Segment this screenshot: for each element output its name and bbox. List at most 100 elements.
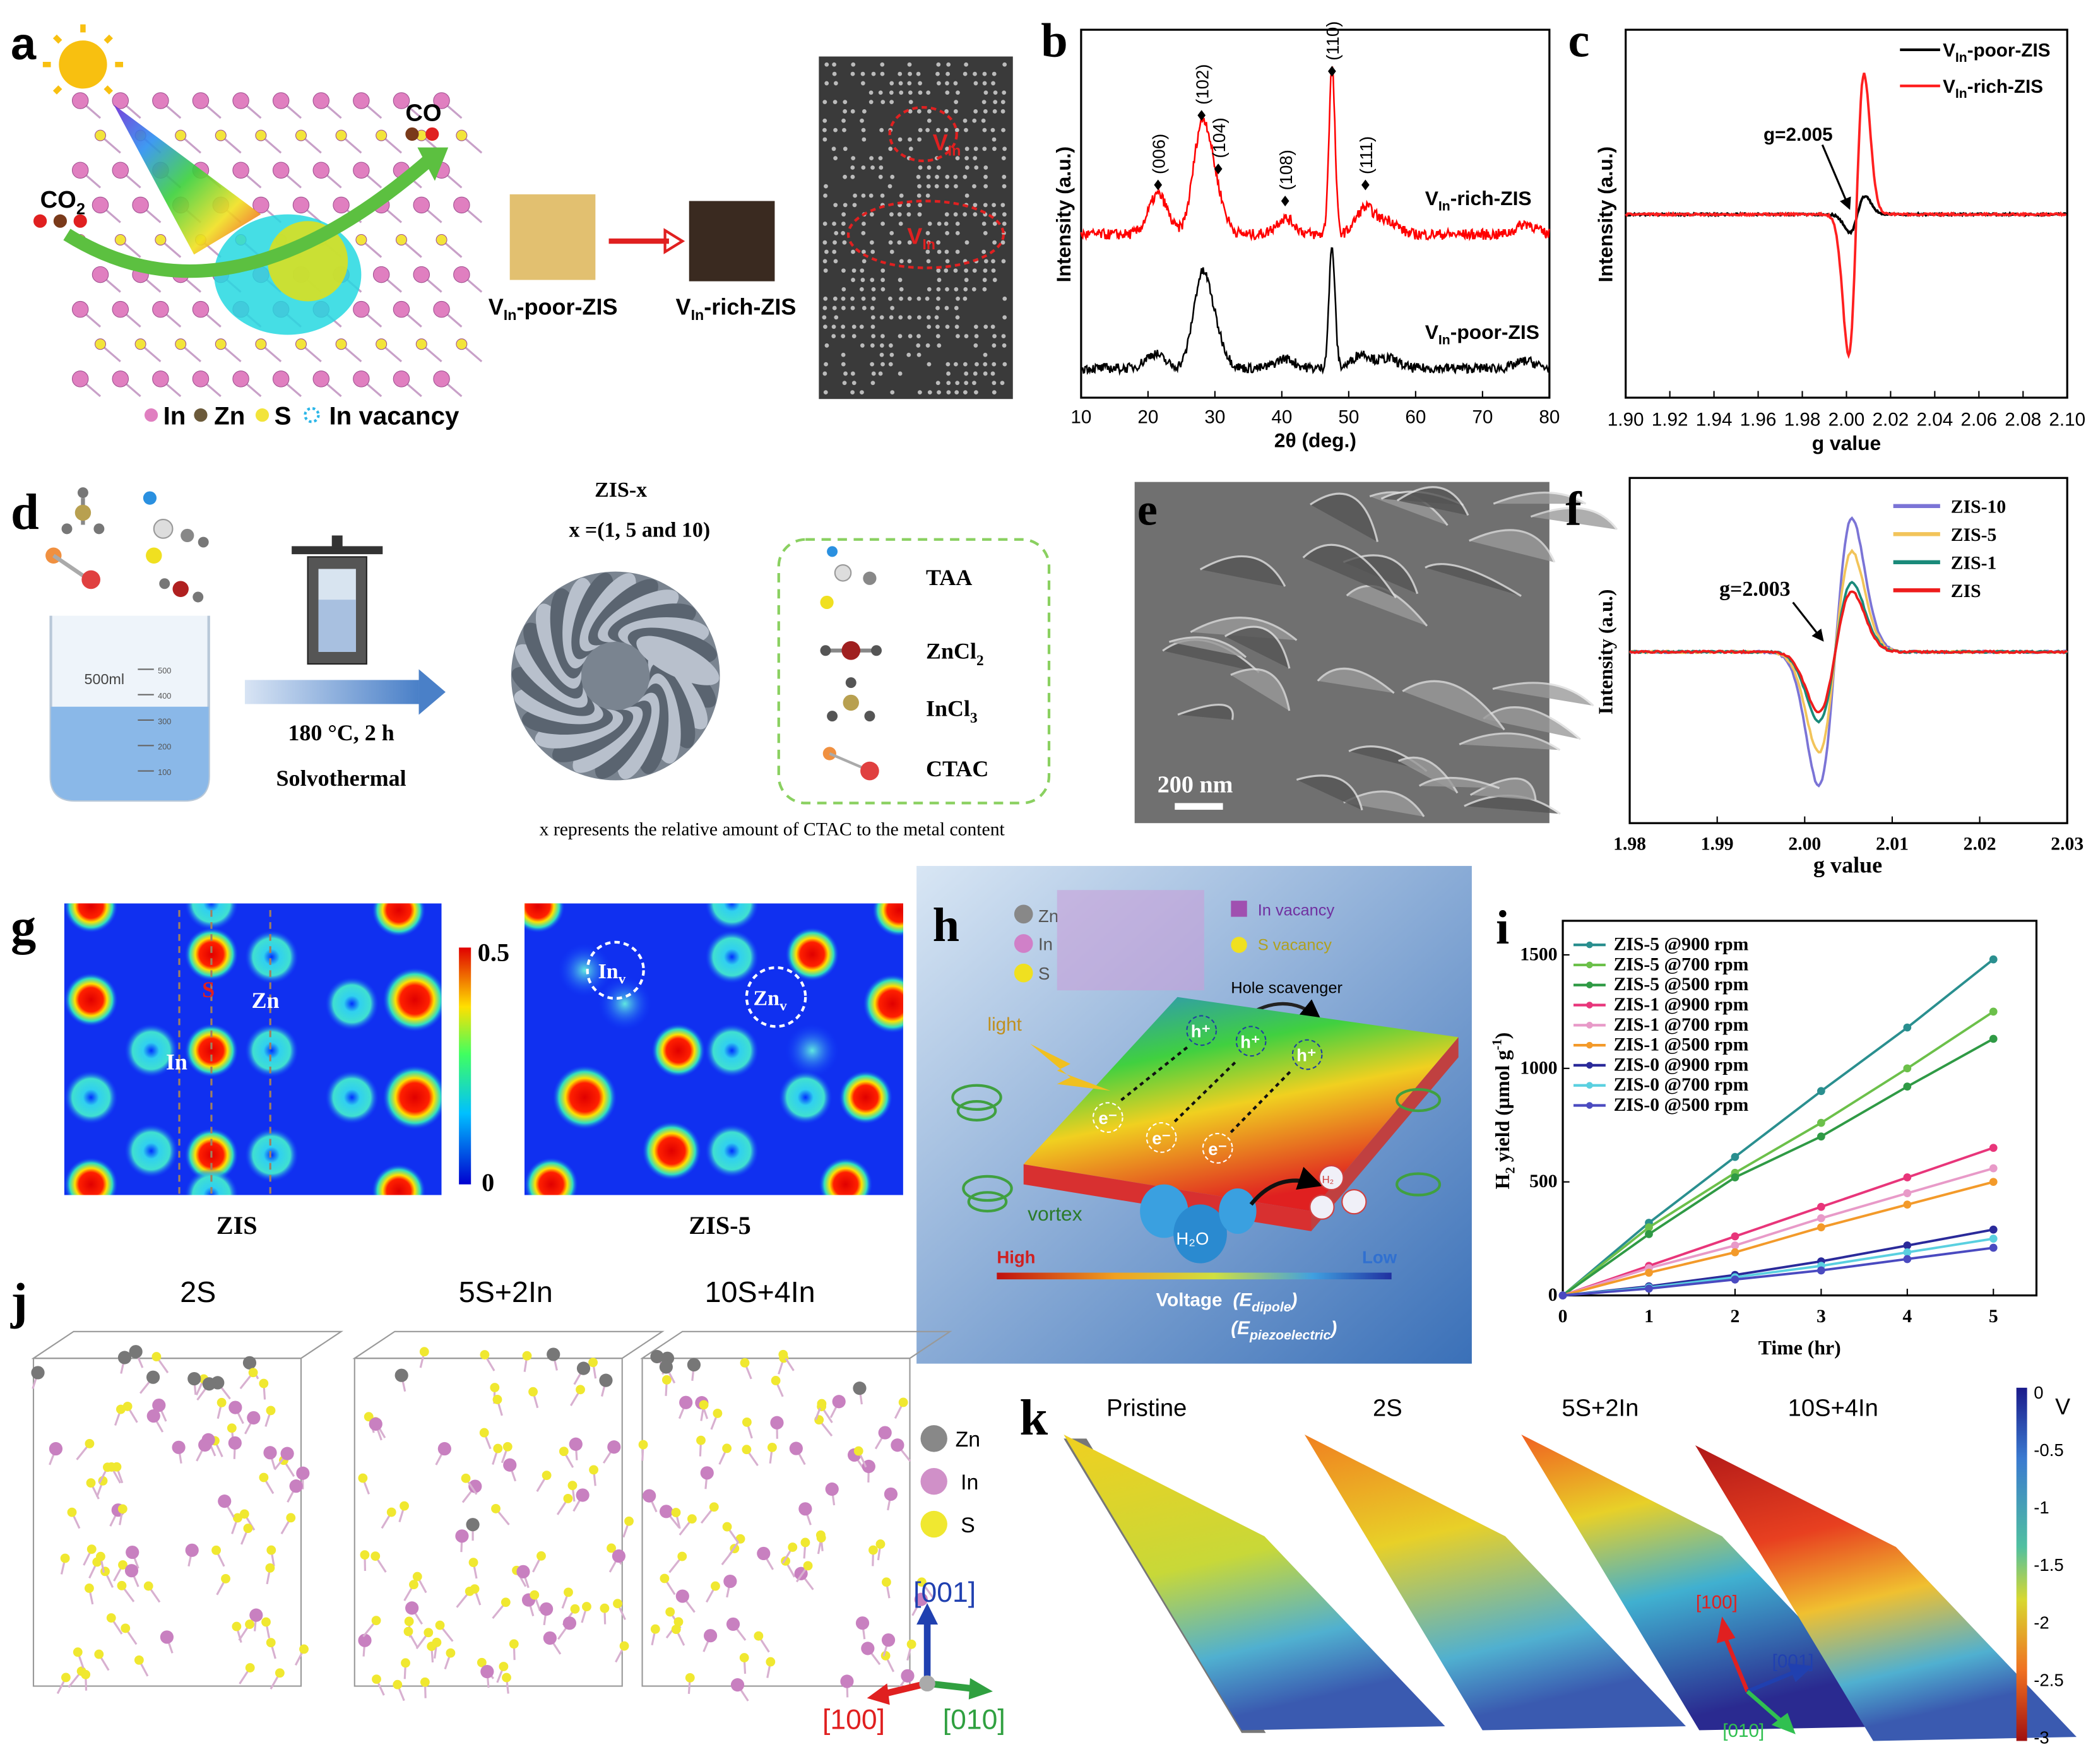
annotation-arrow (1821, 144, 1851, 210)
peak-marker-icon (1327, 66, 1336, 77)
atom (547, 1347, 560, 1361)
lattice-dot (975, 362, 979, 367)
axis-label-001: [001] (1772, 1651, 1814, 1672)
lattice-dot (843, 146, 848, 151)
atom (643, 1489, 656, 1503)
lattice-dot (927, 109, 932, 114)
lattice-dot (822, 371, 827, 376)
panel-k-potential-maps: k Pristine 2S 5S+2In 10S+4In [100] [001]… (1019, 1383, 2077, 1748)
slab-edge (1311, 1037, 1459, 1231)
lattice-dot (879, 315, 884, 320)
lattice-dot (925, 296, 930, 301)
atom (228, 1436, 242, 1450)
lattice-dot (992, 278, 997, 282)
atom (446, 1648, 456, 1658)
atom (185, 1543, 199, 1557)
atom (516, 1565, 530, 1578)
atom (433, 300, 450, 318)
lattice-dot (955, 381, 960, 386)
lattice-dot (879, 352, 884, 357)
lattice-dot (842, 127, 846, 133)
peak-marker-icon (1197, 110, 1206, 121)
charge-density-spot (244, 1128, 299, 1182)
colorbar (459, 947, 471, 1185)
lattice-dot (861, 230, 866, 235)
y-tick-label: 1500 (1520, 944, 1557, 964)
synthesis-note: x represents the relative amount of CTAC… (540, 819, 1005, 839)
x-axis-label: g value (1812, 432, 1882, 454)
lattice-dot (916, 71, 921, 76)
atom (211, 1545, 221, 1555)
panel-label-c: c (1568, 14, 1590, 68)
atom (502, 1441, 513, 1452)
piezo-slab (1023, 997, 1459, 1211)
x-tick-label: 2.01 (1876, 834, 1909, 855)
data-point (1989, 1178, 1998, 1187)
lattice-dot (1000, 100, 1005, 104)
atom (280, 1447, 294, 1460)
lattice-dot (926, 259, 931, 264)
atom (400, 1501, 409, 1511)
lattice-dot (982, 71, 987, 76)
series-line-2 (1562, 1038, 1994, 1297)
x-tick-label: 2.06 (1960, 410, 1997, 430)
plot-frame (1562, 920, 2038, 1297)
beaker-tick-label: 100 (158, 767, 171, 777)
charge-density-spot (785, 1024, 839, 1078)
lattice-dot (990, 127, 995, 133)
atom (740, 1358, 750, 1368)
lattice-dot (990, 371, 995, 376)
atom (60, 1553, 70, 1563)
data-point (1989, 1144, 1998, 1152)
charge-density-spot (705, 1124, 759, 1178)
lattice-dot (869, 156, 874, 161)
lattice-dot (955, 249, 960, 254)
charge-separation-arrows (1120, 1045, 1293, 1134)
lattice-dot (992, 362, 997, 367)
lattice-dot (963, 174, 968, 179)
atom (543, 1631, 557, 1645)
lattice-dot (889, 315, 894, 320)
data-point (1989, 1225, 1998, 1234)
series-line-3 (1562, 1146, 1994, 1297)
atom (875, 1539, 886, 1549)
atom (358, 1473, 368, 1483)
atom (576, 1385, 585, 1395)
lattice-dot (879, 127, 884, 133)
y-tick-label: 500 (1529, 1171, 1557, 1192)
lattice-dot (880, 62, 885, 67)
axis-label-001: [001] (913, 1577, 976, 1608)
data-point (1903, 1064, 1912, 1073)
data-point (1645, 1230, 1653, 1238)
x-tick-label: 2.08 (2005, 410, 2041, 430)
tem-vacancy-label-1: VIn (933, 129, 961, 158)
beaker-tick-label: 500 (158, 666, 171, 675)
lattice-dot (944, 184, 949, 189)
lattice-dot (944, 249, 949, 254)
atom (275, 1668, 285, 1678)
legend-label-7: ZIS-0 @700 rpm (1614, 1075, 1749, 1095)
atom (129, 1345, 143, 1359)
lattice-dot (880, 100, 886, 104)
atom (289, 1479, 303, 1493)
lattice-dot (964, 371, 969, 376)
data-point (1903, 1023, 1912, 1032)
hole-label: h⁺ (1296, 1046, 1316, 1065)
atom (413, 266, 430, 283)
x-axis-label: 2θ (deg.) (1274, 429, 1356, 452)
lattice-dot (880, 193, 885, 198)
lattice-dot (992, 71, 997, 76)
charge-density-spot (64, 1070, 118, 1125)
lattice-dot (983, 184, 988, 189)
legend-vacancy: In vacancy (329, 401, 459, 430)
charge-map-zis5 (524, 903, 903, 1195)
autoclave-icon (292, 535, 383, 665)
atom (413, 196, 430, 214)
lattice-dot (834, 315, 839, 320)
lattice-dot (945, 324, 950, 329)
annotation-arrow (1792, 601, 1824, 642)
lattice-dot (871, 287, 876, 292)
atom (461, 1473, 471, 1483)
lattice-dot (833, 127, 838, 133)
legend-marker (1586, 941, 1593, 949)
